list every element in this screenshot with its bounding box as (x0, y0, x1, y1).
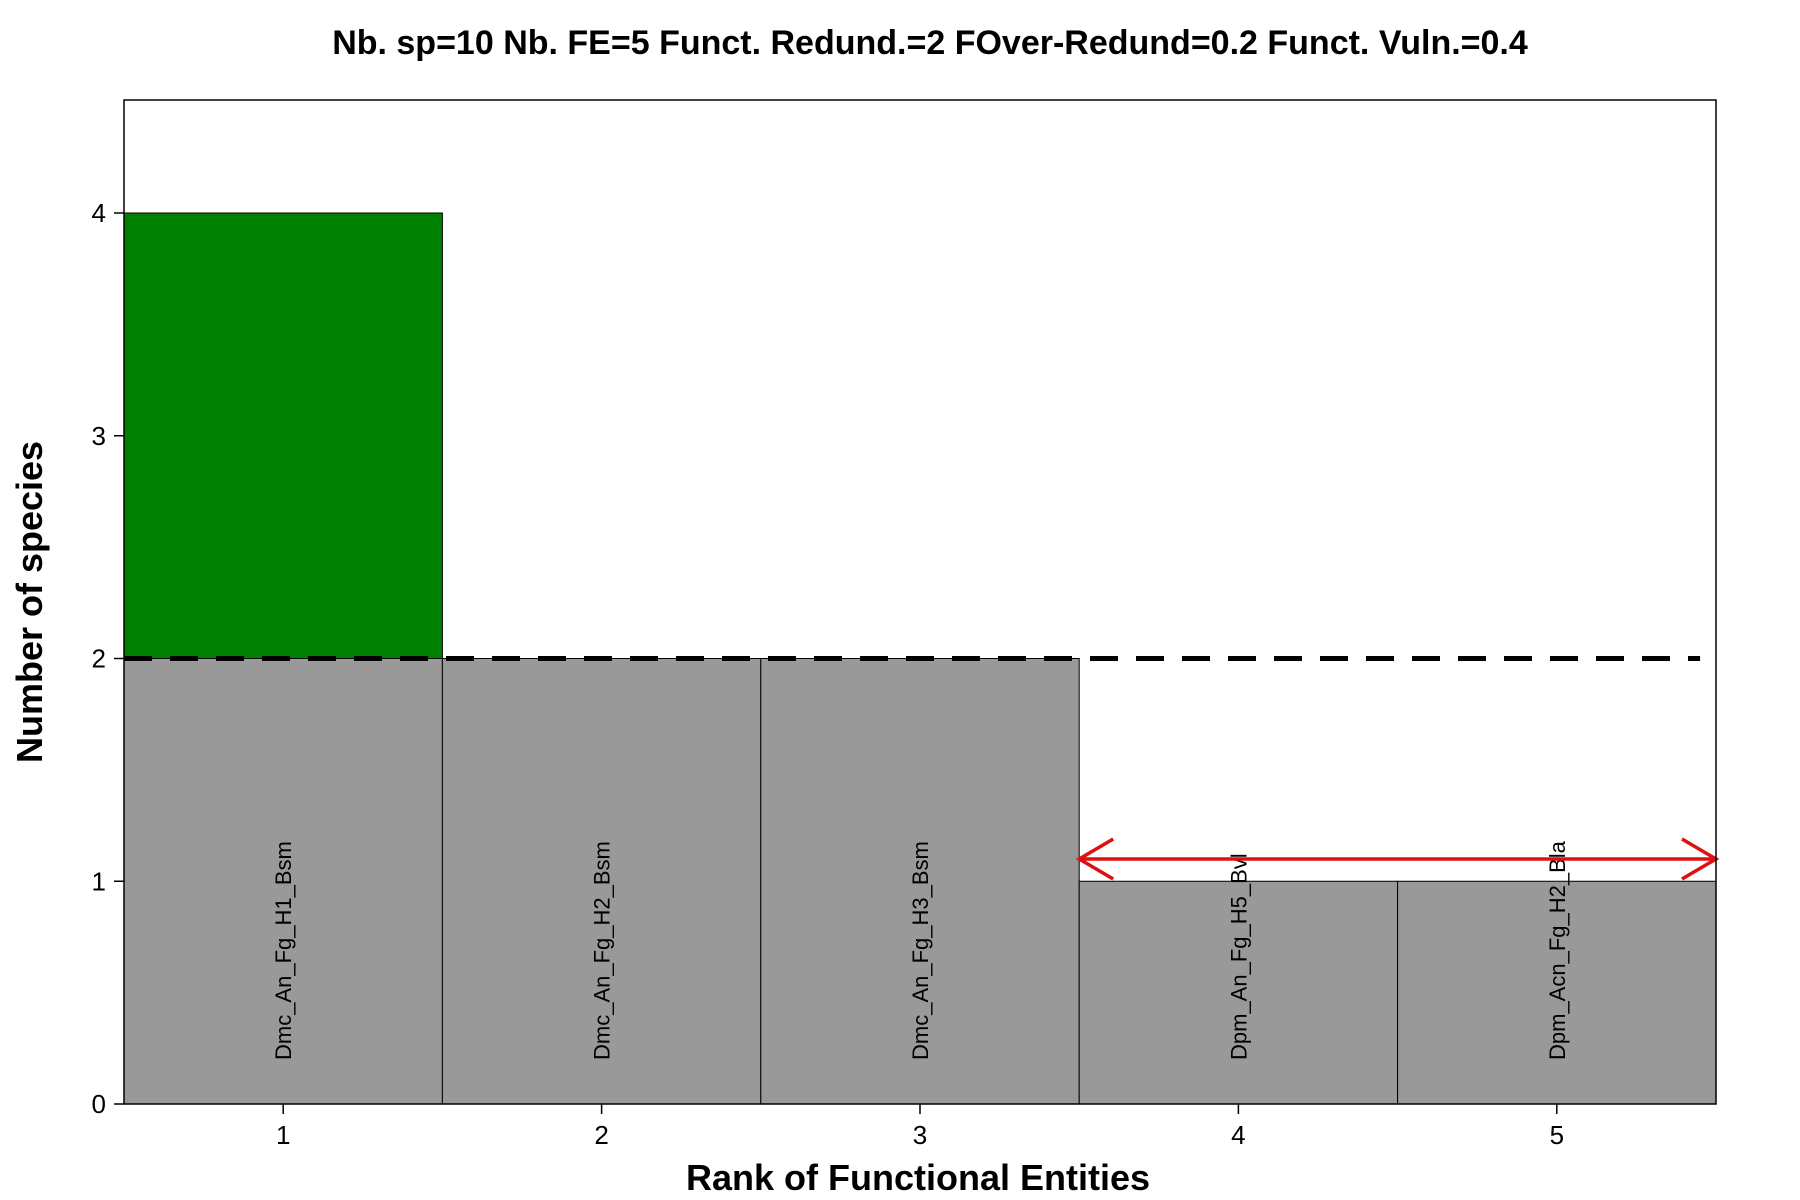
x-tick-label-2: 2 (594, 1120, 608, 1150)
bar-label-2: Dmc_An_Fg_H2_Bsm (590, 841, 615, 1060)
x-tick-label-1: 1 (276, 1120, 290, 1150)
x-axis-label: Rank of Functional Entities (686, 1157, 1150, 1198)
bar-1 (123, 658, 443, 1105)
bar-label-4: Dpm_An_Fg_H5_Bvl (1226, 853, 1251, 1060)
bar-label-3: Dmc_An_Fg_H3_Bsm (908, 841, 933, 1060)
y-tick-label-1: 1 (92, 866, 106, 896)
y-tick-label-0: 0 (92, 1089, 106, 1119)
vulnerability-arrow-head-left (1075, 837, 1115, 881)
bars-layer: Dmc_An_Fg_H1_Bsm Dmc_An_Fg_H2_Bsm Dmc_An_F… (123, 212, 1717, 1105)
overlay-layer (124, 656, 1720, 881)
bar-label-5: Dpm_Acn_Fg_H2_Bla (1545, 840, 1570, 1060)
y-tick-label-2: 2 (92, 644, 106, 674)
chart-title: Nb. sp=10 Nb. FE=5 Funct. Redund.=2 FOve… (332, 24, 1528, 62)
bar-label-1: Dmc_An_Fg_H1_Bsm (271, 841, 296, 1060)
bar-2 (441, 658, 762, 1105)
y-axis-label: Number of species (9, 441, 50, 763)
bar-4 (1078, 880, 1399, 1105)
y-tick-label-3: 3 (92, 421, 106, 451)
x-tick-label-4: 4 (1231, 1120, 1245, 1150)
y-tick-label-4: 4 (92, 198, 106, 228)
axes-layer: 0 1 2 3 4 1 2 3 4 5 (92, 198, 1565, 1150)
x-tick-label-3: 3 (913, 1120, 927, 1150)
bar-over-redundant-1 (123, 212, 443, 659)
x-tick-label-5: 5 (1550, 1120, 1564, 1150)
